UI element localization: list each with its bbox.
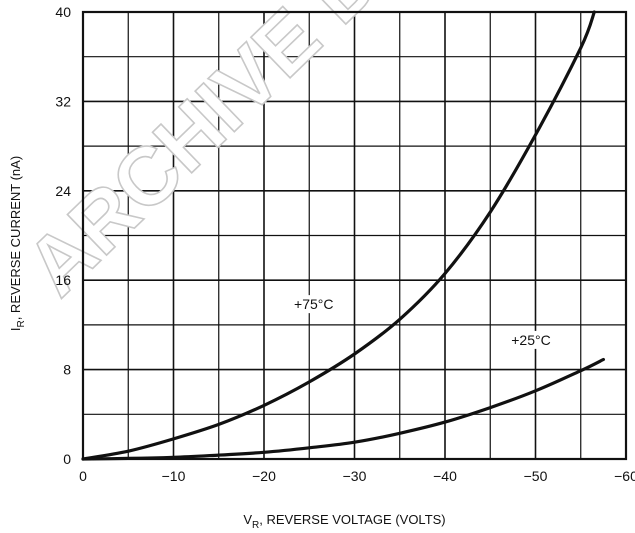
plot-frame (81, 10, 628, 461)
y-tick-label: 32 (55, 93, 71, 109)
y-tick-label: 0 (63, 451, 71, 467)
y-tick-label: 40 (55, 4, 71, 20)
series-line (81, 10, 596, 461)
y-axis-label-rest: , REVERSE CURRENT (nA) (8, 156, 23, 320)
y-axis-label-main: I (8, 328, 23, 332)
x-tick-label: 0 (79, 468, 87, 484)
y-axis-label-sub: R (16, 320, 27, 327)
series-line (81, 357, 605, 461)
y-axis-label: IR, REVERSE CURRENT (nA) (8, 156, 27, 331)
watermark: ARCHIVE D (8, 0, 397, 314)
x-tick-label: −30 (343, 468, 367, 484)
series-label-background (498, 330, 563, 349)
y-tick-labels: 0 8 16 24 32 40 (55, 4, 71, 467)
x-tick-label: −20 (252, 468, 276, 484)
series-label: +25°C (511, 332, 550, 348)
x-tick-labels: 0 −10 −20 −30 −40 −50 −60 (79, 468, 635, 484)
series-label: +75°C (294, 296, 333, 312)
x-tick-label: −40 (433, 468, 457, 484)
x-tick-label: −60 (614, 468, 635, 484)
x-axis-label-sub: R (252, 520, 259, 531)
series-label-background (281, 295, 346, 314)
y-tick-label: 16 (55, 272, 71, 288)
curves: +75°C +25°C (81, 10, 605, 461)
x-axis-label-rest: , REVERSE VOLTAGE (VOLTS) (259, 512, 445, 527)
y-tick-label: 8 (63, 362, 71, 378)
x-axis-label-main: V (243, 512, 252, 527)
x-tick-label: −10 (162, 468, 186, 484)
watermark-text: ARCHIVE D (9, 0, 397, 313)
x-tick-label: −50 (524, 468, 548, 484)
x-axis-label: VR, REVERSE VOLTAGE (VOLTS) (243, 512, 445, 531)
y-tick-label: 24 (55, 183, 71, 199)
grid-lines (83, 12, 626, 459)
